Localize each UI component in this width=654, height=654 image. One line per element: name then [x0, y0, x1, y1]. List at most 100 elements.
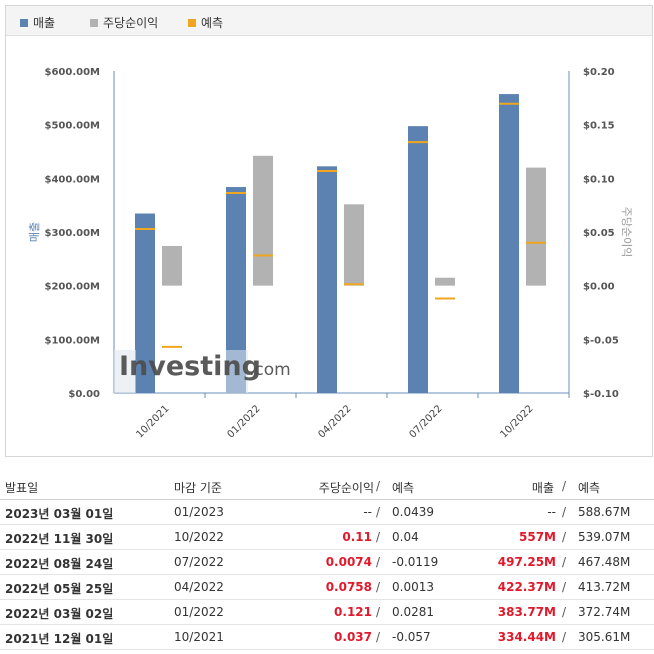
- watermark-text: Investing: [119, 351, 261, 382]
- eps-bar: [253, 155, 273, 286]
- legend-label-forecast: 예측: [201, 16, 224, 30]
- row-rev-forecast: 539.07M: [578, 530, 631, 544]
- legend-item-eps[interactable]: 주당순이익: [90, 14, 158, 31]
- legend-swatch-eps: [90, 18, 98, 27]
- row-rev-sep: /: [562, 605, 567, 619]
- eps-bar: [344, 204, 364, 286]
- y-tick-label-left: $300.00M: [45, 228, 101, 239]
- row-date: 2022년 05월 25일: [5, 582, 114, 596]
- row-eps-forecast: -0.057: [392, 630, 431, 644]
- x-tick-label: 10/2022: [498, 403, 535, 440]
- table-header: 발표일 마감 기준 주당순이익 / 예측 매출 / 예측: [0, 474, 654, 500]
- revenue-bar: [135, 213, 155, 393]
- header-period: 마감 기준: [174, 481, 222, 495]
- chart-legend: 매출 주당순이익 예측: [6, 6, 652, 36]
- y-tick-label-right: $-0.10: [583, 389, 619, 400]
- x-tick-label: 07/2022: [407, 403, 444, 440]
- row-rev-sep: /: [562, 530, 567, 544]
- row-period: 07/2022: [174, 555, 224, 569]
- row-rev-sep: /: [562, 555, 567, 569]
- row-period: 10/2022: [174, 530, 224, 544]
- x-tick-label: 04/2022: [316, 403, 353, 440]
- row-revenue: --: [547, 505, 556, 519]
- row-rev-forecast: 413.72M: [578, 580, 631, 594]
- earnings-table: 발표일 마감 기준 주당순이익 / 예측 매출 / 예측 2023년 03월 0…: [0, 474, 654, 650]
- row-rev-sep: /: [562, 630, 567, 644]
- row-rev-forecast: 305.61M: [578, 630, 631, 644]
- row-revenue: 422.37M: [497, 580, 556, 594]
- header-eps[interactable]: 주당순이익: [318, 481, 374, 495]
- legend-label-eps: 주당순이익: [103, 16, 159, 30]
- table-row: 2023년 03월 01일 01/2023 -- / 0.0439 -- / 588.67M: [0, 500, 654, 525]
- y-tick-label-right: $0.20: [583, 67, 615, 78]
- header-date: 발표일: [5, 481, 39, 495]
- y-tick-label-left: $500.00M: [45, 121, 101, 132]
- header-eps-forecast: 예측: [392, 481, 415, 495]
- legend-item-forecast[interactable]: 예측: [188, 14, 223, 31]
- table-row: 2022년 03월 02일 01/2022 0.121 / 0.0281 383.77M /…: [0, 600, 654, 625]
- header-rev-sep: /: [562, 479, 567, 493]
- row-eps-sep: /: [376, 580, 381, 594]
- row-eps-sep: /: [376, 530, 381, 544]
- row-period: 04/2022: [174, 580, 224, 594]
- y-tick-label-left: $200.00M: [45, 282, 101, 293]
- row-eps: 0.11: [342, 530, 372, 544]
- row-eps: 0.037: [334, 630, 372, 644]
- eps-bar: [435, 277, 455, 286]
- row-date: 2022년 03월 02일: [5, 607, 114, 621]
- legend-item-revenue[interactable]: 매출: [20, 14, 55, 31]
- row-rev-forecast: 588.67M: [578, 505, 631, 519]
- y-tick-label-left: $100.00M: [45, 335, 101, 346]
- investing-watermark: Investing.com: [114, 350, 291, 393]
- revenue-bar: [317, 166, 337, 393]
- row-eps-forecast: -0.0119: [392, 555, 439, 569]
- row-date: 2022년 08월 24일: [5, 557, 114, 571]
- row-eps-forecast: 0.0281: [392, 605, 434, 619]
- row-eps-forecast: 0.04: [392, 530, 419, 544]
- revenue-bar: [499, 94, 519, 394]
- row-rev-sep: /: [562, 505, 567, 519]
- table-row: 2022년 11월 30일 10/2022 0.11 / 0.04 557M / 539.07…: [0, 525, 654, 550]
- legend-swatch-revenue: [20, 18, 28, 27]
- row-eps: 0.0758: [325, 580, 372, 594]
- row-date: 2021년 12월 01일: [5, 632, 114, 646]
- watermark-text-suffix: .com: [249, 360, 291, 380]
- header-eps-sep: /: [376, 479, 381, 493]
- row-date: 2022년 11월 30일: [5, 532, 114, 546]
- y-tick-label-right: $0.00: [583, 282, 615, 293]
- row-eps: 0.0074: [325, 555, 372, 569]
- row-revenue: 557M: [519, 530, 556, 544]
- row-period: 01/2023: [174, 505, 224, 519]
- eps-bar: [162, 245, 182, 286]
- watermark-block: [226, 350, 248, 393]
- y-tick-label-right: $-0.05: [583, 335, 619, 346]
- row-rev-forecast: 372.74M: [578, 605, 631, 619]
- y-tick-label-right: $0.15: [583, 121, 615, 132]
- row-rev-forecast: 467.48M: [578, 555, 631, 569]
- row-eps: 0.121: [334, 605, 372, 619]
- table-row: 2022년 05월 25일 04/2022 0.0758 / 0.0013 422.37M…: [0, 575, 654, 600]
- row-eps-forecast: 0.0013: [392, 580, 434, 594]
- legend-swatch-forecast: [188, 18, 196, 27]
- y-tick-label-left: $0.00: [68, 389, 100, 400]
- y-axis-title-left: 매출: [28, 222, 41, 242]
- table-row: 2022년 08월 24일 07/2022 0.0074 / -0.0119 497.25…: [0, 550, 654, 575]
- revenue-bar: [226, 187, 246, 393]
- row-revenue: 383.77M: [497, 605, 556, 619]
- header-revenue[interactable]: 매출: [531, 481, 554, 495]
- watermark-block: [114, 350, 136, 393]
- row-period: 10/2021: [174, 630, 224, 644]
- y-tick-label-left: $600.00M: [45, 67, 101, 78]
- row-eps-sep: /: [376, 555, 381, 569]
- earnings-chart: $0.00 $100.00M $200.00M $300.00M $400.00M $50…: [28, 67, 633, 440]
- table-body: 2023년 03월 01일 01/2023 --/0.0439 --/588.67M 2…: [0, 500, 654, 650]
- row-revenue: 497.25M: [497, 555, 556, 569]
- row-period: 01/2022: [174, 605, 224, 619]
- row-eps-forecast: 0.0439: [392, 505, 434, 519]
- table-row: 2021년 12월 01일 10/2021 0.037 / -0.057 334.44M /…: [0, 625, 654, 650]
- x-tick-label: 01/2022: [225, 403, 262, 440]
- row-eps-sep: /: [376, 505, 381, 519]
- y-tick-label-left: $400.00M: [45, 174, 101, 185]
- row-date: 2023년 03월 01일: [5, 507, 114, 521]
- revenue-bar: [408, 126, 428, 393]
